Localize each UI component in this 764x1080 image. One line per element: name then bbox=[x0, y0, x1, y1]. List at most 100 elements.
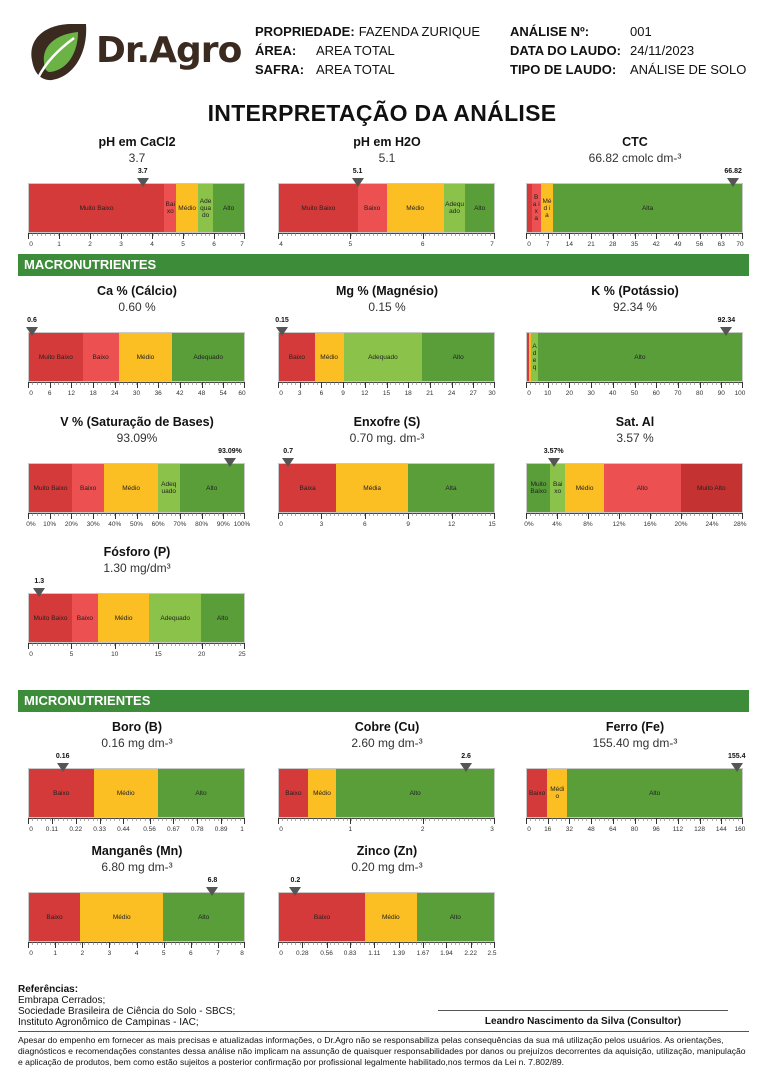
gauge-value: 155.40 mg dm-³ bbox=[592, 736, 678, 750]
axis-tick-label: 18 bbox=[89, 390, 97, 397]
gauge-marker-label: 0.6 bbox=[27, 317, 37, 324]
gauge-axis: 0 1 2 3 4 5 6 7 8 bbox=[28, 942, 245, 958]
gauge-segment: Baixo bbox=[357, 184, 387, 232]
axis-tick-label: 6 bbox=[420, 241, 425, 248]
gauge-segment: Média bbox=[336, 464, 408, 512]
axis-tick-label: 0.89 bbox=[214, 826, 228, 833]
axis-tick-label: 15 bbox=[488, 521, 496, 528]
gauge-marker-label: 3.7 bbox=[137, 168, 148, 175]
gauge-axis-lines bbox=[28, 513, 245, 519]
gauge-marker-label: 1.3 bbox=[34, 578, 45, 585]
axis-tick-label: 1 bbox=[57, 241, 61, 248]
axis-tick-label: 80 bbox=[630, 826, 639, 833]
axis-tick-label: 3 bbox=[119, 241, 123, 248]
gauge-segment: Alto bbox=[603, 464, 681, 512]
gauge-bar: Baixo Médio Adequado Alto bbox=[278, 332, 495, 382]
data-label: DATA DO LAUDO: bbox=[510, 43, 621, 58]
gauge-segment: Médio bbox=[365, 893, 417, 941]
gauge-title: Fósforo (P) bbox=[103, 545, 171, 559]
axis-tick-label: 0.22 bbox=[69, 826, 83, 833]
axis-tick-label: 160 bbox=[734, 826, 746, 833]
axis-tick-label: 0.56 bbox=[320, 950, 333, 957]
axis-tick-label: 7 bbox=[490, 241, 494, 248]
gauge-axis-lines bbox=[28, 233, 245, 239]
axis-tick-label: 80% bbox=[195, 521, 209, 528]
gauge-bar: Baixo Médio Alto bbox=[28, 768, 245, 818]
signature-line bbox=[438, 1010, 728, 1011]
axis-tick-label: 1.67 bbox=[416, 950, 430, 957]
axis-tick-label: 4 bbox=[150, 241, 154, 248]
axis-tick-label: 0 bbox=[527, 826, 531, 833]
gauge-marker-icon bbox=[282, 458, 295, 467]
gauge-bar: Baixo Médi o Alto bbox=[526, 768, 743, 818]
gauge-segment: Baixo bbox=[72, 594, 98, 642]
axis-tick-label: 36 bbox=[154, 390, 162, 397]
axis-tick-label: 48 bbox=[197, 390, 206, 397]
axis-tick-label: 5 bbox=[69, 651, 74, 658]
axis-tick-label: 5 bbox=[161, 950, 166, 957]
axis-tick-label: 14 bbox=[565, 241, 574, 248]
axis-tick-label: 80 bbox=[695, 390, 704, 397]
gauge-enxofre: Enxofre (S) 0.70 mg. dm-³ Baixa Média Alta 0.… bbox=[278, 415, 498, 540]
gauge-marker-label: 93.09% bbox=[218, 448, 242, 455]
axis-tick-label: 35 bbox=[630, 241, 639, 248]
axis-tick-label: 1.94 bbox=[440, 950, 453, 957]
gauge-axis: 0 0.11 0.22 0.33 0.44 0.56 0.67 0.78 0.89 1 bbox=[28, 818, 245, 834]
axis-tick-label: 6 bbox=[319, 390, 324, 397]
axis-tick-label: 15 bbox=[154, 651, 162, 658]
gauge-magnesio: Mg % (Magnésio) 0.15 % Baixo Médio Adequado A… bbox=[275, 284, 498, 409]
gauge-segment: Bai xo bbox=[164, 184, 177, 232]
gauge-manganes: Manganês (Mn) 6.80 mg dm-³ Baixo Médio Alto 6… bbox=[28, 844, 248, 969]
logo: Dr.Agro bbox=[24, 20, 242, 86]
tipo-value: ANÁLISE DE SOLO bbox=[630, 62, 747, 77]
gauge-segment: Alto bbox=[158, 769, 244, 817]
axis-tick-label: 90 bbox=[717, 390, 725, 397]
gauge-value: 3.57 % bbox=[616, 431, 654, 445]
gauge-marker-icon bbox=[136, 178, 149, 187]
gauge-segment: Médio bbox=[565, 464, 604, 512]
axis-tick-label: 24% bbox=[705, 521, 719, 528]
gauge-marker-icon bbox=[276, 327, 288, 336]
gauge-title: Ca % (Cálcio) bbox=[97, 284, 177, 298]
reference-item: Embrapa Cerrados; bbox=[18, 995, 106, 1006]
gauge-title: Boro (B) bbox=[112, 720, 162, 734]
axis-tick-label: 6 bbox=[47, 390, 52, 397]
axis-tick-label: 42 bbox=[652, 241, 660, 248]
gauge-title: Manganês (Mn) bbox=[91, 844, 183, 858]
gauge-boro: Boro (B) 0.16 mg dm-³ Baixo Médio Alto 0.16 0 0… bbox=[28, 720, 248, 845]
gauge-marker-label: 0.15 bbox=[275, 317, 289, 324]
gauge-fosforo: Fósforo (P) 1.30 mg/dm³ Muito Baixo Baixo Mé… bbox=[28, 545, 248, 670]
axis-tick-label: 42 bbox=[176, 390, 184, 397]
gauge-segment: Alto bbox=[201, 594, 245, 642]
axis-tick-label: 64 bbox=[609, 826, 617, 833]
axis-tick-label: 1 bbox=[240, 826, 244, 833]
gauge-segment: Alto bbox=[416, 893, 494, 941]
gauge-axis: 0 0.28 0.56 0.83 1.11 1.39 1.67 1.94 2.22 2.5 bbox=[278, 942, 497, 958]
axis-tick-label: 0% bbox=[26, 521, 36, 528]
axis-tick-label: 30 bbox=[488, 390, 496, 397]
axis-tick-label: 25 bbox=[238, 651, 246, 658]
axis-tick-label: 63 bbox=[717, 241, 725, 248]
axis-tick-label: 100% bbox=[233, 521, 251, 528]
gauge-bar: A d e q Alto bbox=[526, 332, 743, 382]
gauge-segment: Adequado bbox=[343, 333, 423, 381]
gauge-axis: 0 6 12 18 24 30 36 42 48 54 60 bbox=[28, 382, 246, 398]
brand-name: Dr.Agro bbox=[96, 30, 242, 71]
gauge-sat-al: Sat. Al 3.57 % Muito Baixo Bai xo Médio Alto M… bbox=[524, 415, 746, 540]
gauge-ph-cacl2: pH em CaCl2 3.7 Muito Baixo Bai xo Médio Ade … bbox=[28, 135, 248, 260]
gauge-segment: Baixo bbox=[82, 333, 119, 381]
area-label: ÁREA: bbox=[255, 43, 297, 58]
area-value: AREA TOTAL bbox=[316, 43, 395, 58]
gauge-segment: Muito Baixo bbox=[29, 594, 72, 642]
gauge-segment bbox=[527, 333, 530, 381]
gauge-marker-label: 0.7 bbox=[283, 448, 293, 455]
axis-tick-label: 0 bbox=[29, 826, 33, 833]
axis-tick-label: 9 bbox=[341, 390, 345, 397]
gauge-bar: Muito Baixo Bai xo Médio Alto Muito Alto bbox=[526, 463, 743, 513]
axis-tick-label: 70 bbox=[674, 390, 682, 397]
gauge-segment: Baixo bbox=[527, 769, 548, 817]
gauge-value: 0.20 mg dm-³ bbox=[351, 860, 423, 874]
axis-tick-label: 3 bbox=[297, 390, 302, 397]
gauge-title: Ferro (Fe) bbox=[605, 720, 665, 734]
gauge-value: 6.80 mg dm-³ bbox=[101, 860, 173, 874]
